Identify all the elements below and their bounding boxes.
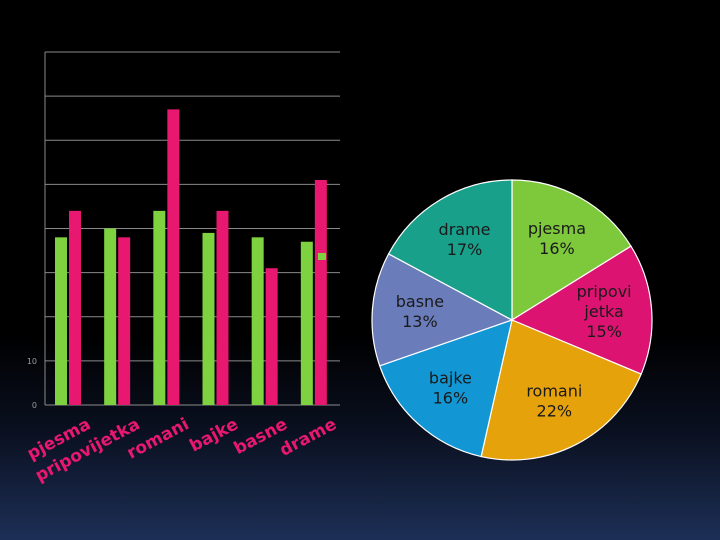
bar bbox=[69, 210, 81, 405]
pie-slice-label: 15% bbox=[586, 322, 622, 341]
pie-slice-label: basne bbox=[396, 292, 444, 311]
pie-slice bbox=[511, 179, 632, 322]
pie-slice bbox=[378, 319, 513, 458]
pie-slice-label: 13% bbox=[402, 312, 438, 331]
pie-slice-label: 16% bbox=[539, 239, 575, 258]
bars bbox=[55, 109, 327, 406]
bar bbox=[153, 210, 166, 405]
bar bbox=[265, 268, 278, 405]
x-tick-label: drame bbox=[276, 414, 339, 460]
pie-slice-label: drame bbox=[439, 220, 491, 239]
pie-slice-label: romani bbox=[526, 382, 582, 401]
pie-slice-label: 22% bbox=[537, 402, 573, 421]
x-tick-label: bajke bbox=[186, 414, 241, 456]
bar bbox=[251, 237, 264, 405]
bar bbox=[314, 179, 327, 405]
bar bbox=[202, 232, 215, 405]
bar bbox=[55, 237, 67, 405]
legend-marker bbox=[318, 253, 326, 260]
pie-slice-label: pjesma bbox=[528, 219, 586, 238]
pie-slice-label: pripovi bbox=[577, 282, 632, 301]
pie-slice bbox=[480, 319, 642, 461]
bar bbox=[118, 237, 131, 405]
grid-lines bbox=[44, 51, 340, 406]
pie-chart: pjesma16%pripovijetka15%romani22%bajke16… bbox=[371, 179, 653, 461]
bar bbox=[167, 109, 180, 406]
pie-slice bbox=[387, 179, 513, 322]
pie-slice bbox=[371, 253, 514, 367]
bar bbox=[300, 241, 313, 405]
y-tick-label: 10 bbox=[27, 357, 37, 366]
pie-slice-label: 16% bbox=[433, 388, 469, 407]
y-tick-label: 0 bbox=[32, 401, 37, 410]
pie-slice-label: 17% bbox=[447, 240, 483, 259]
bar-chart: 0 10 pjesmapripovijetkaromanibajkebasnedr… bbox=[24, 51, 340, 486]
bar bbox=[216, 210, 229, 405]
pie-slice bbox=[510, 245, 653, 375]
bar bbox=[104, 228, 117, 405]
pie-slice-label: jetka bbox=[583, 302, 623, 321]
pie-slices bbox=[371, 179, 653, 461]
pie-slice-labels: pjesma16%pripovijetka15%romani22%bajke16… bbox=[396, 219, 632, 421]
y-axis-tick-labels: 0 10 bbox=[27, 357, 37, 410]
pie-slice-label: bajke bbox=[429, 368, 472, 387]
